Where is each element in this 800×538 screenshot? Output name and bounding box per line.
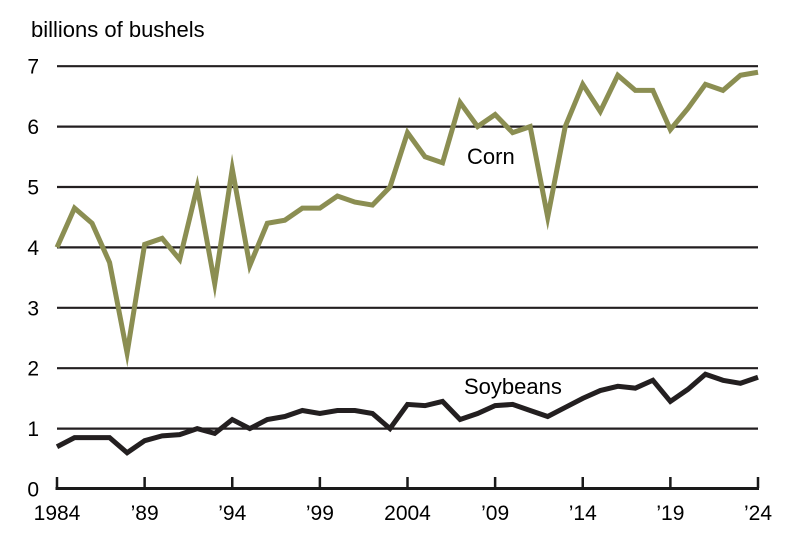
series-label-soybeans: Soybeans — [464, 374, 562, 399]
x-tick-label: ’14 — [569, 502, 597, 525]
y-tick-label: 2 — [27, 358, 39, 381]
y-tick-label: 0 — [27, 479, 39, 502]
y-tick-label: 4 — [27, 237, 39, 260]
y-axis-unit-title: billions of bushels — [31, 17, 205, 42]
y-tick-label: 6 — [27, 116, 39, 139]
x-tick-label: ’99 — [306, 502, 334, 525]
y-tick-label: 3 — [27, 297, 39, 320]
x-tick-label: 2004 — [384, 502, 431, 525]
x-tick-label: ’24 — [744, 502, 772, 525]
x-tick-label: ’94 — [218, 502, 246, 525]
y-tick-label: 7 — [27, 56, 39, 79]
x-tick-label: 1984 — [34, 502, 81, 525]
x-tick-label: ’89 — [131, 502, 159, 525]
y-tick-label: 5 — [27, 177, 39, 200]
y-tick-label: 1 — [27, 418, 39, 441]
series-label-corn: Corn — [467, 144, 515, 169]
x-tick-label: ’09 — [481, 502, 509, 525]
series-line-corn — [54, 69, 759, 368]
x-tick-label: ’19 — [656, 502, 684, 525]
series-line-soybeans — [55, 371, 759, 456]
